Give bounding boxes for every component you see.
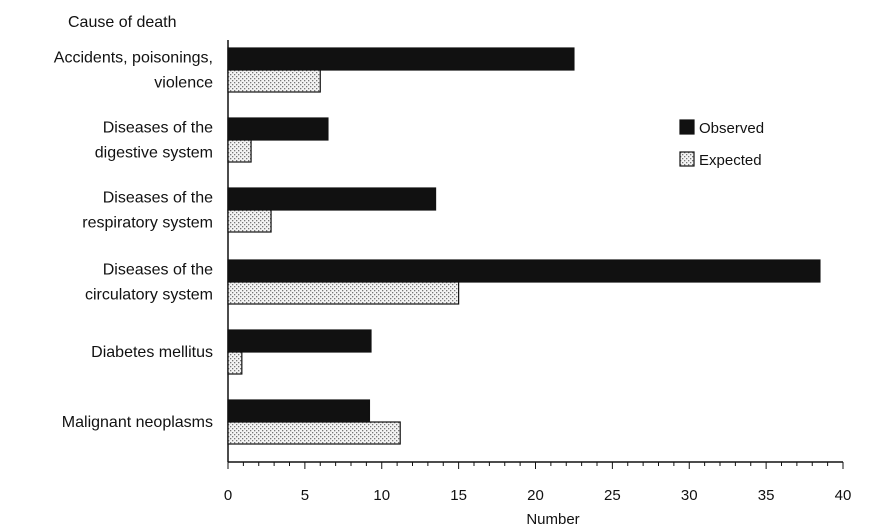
x-axis-label: Number: [526, 511, 579, 527]
bar-observed: [227, 399, 371, 423]
legend-swatch-observed: [679, 119, 695, 135]
legend-label-expected: Expected: [699, 152, 762, 169]
category-label: Diseases of the: [103, 262, 213, 279]
x-tick-label: 40: [835, 487, 852, 504]
category-label: circulatory system: [85, 287, 213, 304]
bar-expected: [227, 281, 460, 305]
category-label: respiratory system: [82, 215, 213, 232]
x-tick-label: 15: [450, 487, 467, 504]
category-label: Diabetes mellitus: [91, 344, 213, 361]
category-label: Accidents, poisonings,: [54, 50, 213, 67]
plot-area: 0 5 10 15 20 25 30 35 40 Accidents, poisonings, vi…: [54, 40, 852, 504]
bar-expected: [227, 421, 401, 445]
x-tick-label: 35: [758, 487, 775, 504]
x-tick-label: 5: [301, 487, 309, 504]
y-axis-title: Cause of death: [68, 14, 177, 31]
bar-observed: [227, 47, 575, 71]
bar-observed: [227, 259, 821, 283]
bar-expected: [227, 69, 321, 93]
x-tick-label: 20: [527, 487, 544, 504]
x-tick-label: 10: [373, 487, 390, 504]
legend-label-observed: Observed: [699, 120, 764, 137]
category-label: Diseases of the: [103, 190, 213, 207]
bar-observed: [227, 117, 329, 141]
legend-swatch-expected: [679, 151, 695, 167]
bar-expected: [227, 139, 252, 163]
x-tick-label: 0: [224, 487, 232, 504]
x-tick-label: 30: [681, 487, 698, 504]
legend: Observed Expected: [679, 119, 764, 169]
bar-observed: [227, 187, 437, 211]
bar-observed: [227, 329, 372, 353]
bar-expected: [227, 209, 272, 233]
x-tick-label: 25: [604, 487, 621, 504]
category-label: violence: [154, 75, 213, 92]
category-label: digestive system: [95, 145, 213, 162]
category-label: Diseases of the: [103, 120, 213, 137]
category-label: Malignant neoplasms: [62, 414, 213, 431]
bar-expected: [227, 351, 243, 375]
